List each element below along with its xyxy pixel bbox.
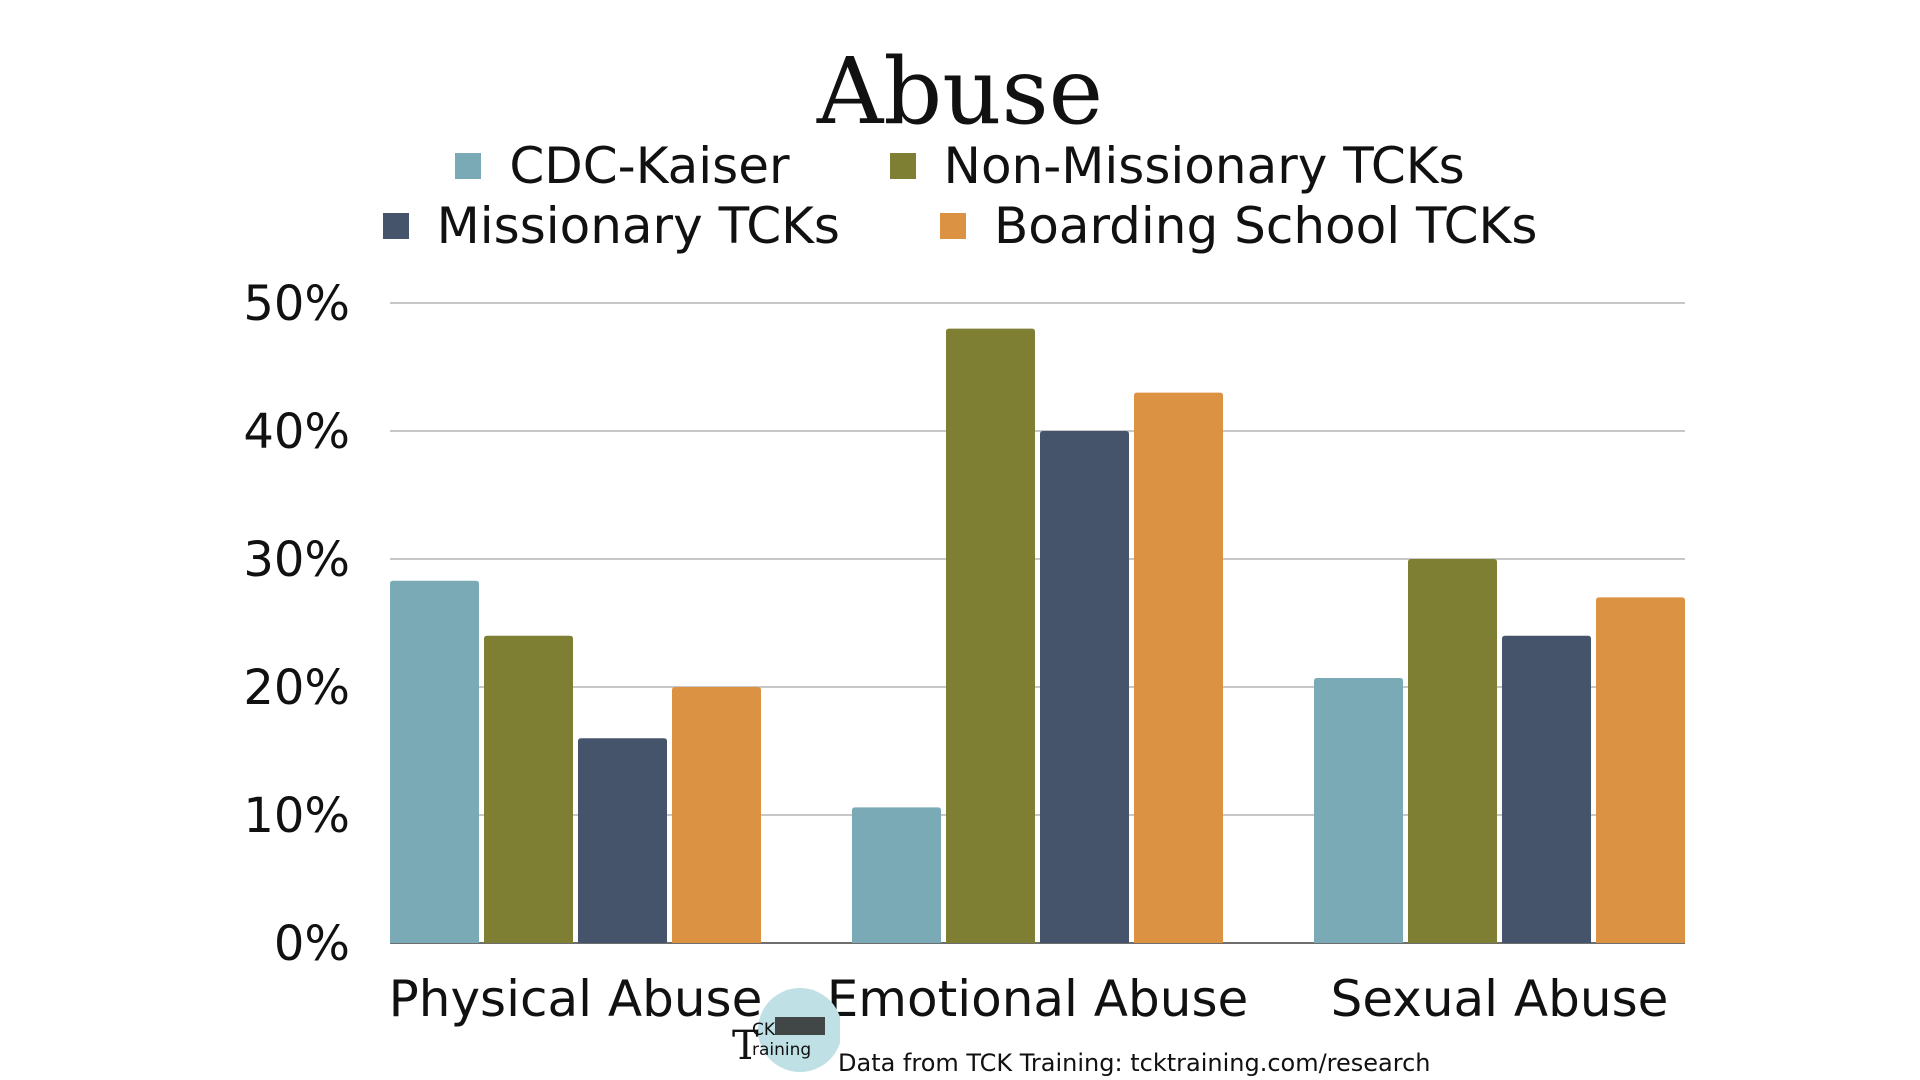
bar-non-missionary-tcks-sexual-abuse <box>1408 559 1497 943</box>
legend-label: Boarding School TCKs <box>993 197 1538 255</box>
tck-training-logo: T CK raining <box>730 985 842 1075</box>
legend-swatch <box>939 213 966 239</box>
legend-row-1: CDC-Kaiser Non-Missionary TCKs <box>0 136 1920 196</box>
legend-label: Missionary TCKs <box>436 197 840 255</box>
x-category-label: Physical Abuse <box>389 970 763 1028</box>
legend-swatch <box>382 213 409 239</box>
logo-letter: T <box>732 1023 759 1069</box>
bar-cdc-kaiser-emotional-abuse <box>852 807 941 943</box>
bar-cdc-kaiser-sexual-abuse <box>1314 678 1403 943</box>
chart-title: Abuse <box>816 38 1104 145</box>
legend-item-missionary: Missionary TCKs <box>382 196 840 256</box>
y-tick-label: 10% <box>243 788 350 844</box>
logo-text-top: CK <box>752 1020 776 1040</box>
bar-non-missionary-tcks-emotional-abuse <box>946 328 1035 944</box>
y-tick-label: 50% <box>243 276 350 332</box>
bar-boarding-school-tcks-emotional-abuse <box>1134 392 1223 944</box>
legend-item-non-missionary: Non-Missionary TCKs <box>889 136 1465 196</box>
legend-item-cdc-kaiser: CDC-Kaiser <box>455 136 790 196</box>
legend-swatch <box>889 153 916 179</box>
x-category-label: Emotional Abuse <box>827 970 1249 1028</box>
y-tick-label: 30% <box>243 532 350 588</box>
bar-cdc-kaiser-physical-abuse <box>390 580 479 943</box>
y-tick-label: 20% <box>243 660 350 716</box>
y-tick-label: 0% <box>274 916 350 972</box>
source-note: Data from TCK Training: tcktraining.com/… <box>838 1049 1431 1077</box>
legend-label: CDC-Kaiser <box>509 137 790 195</box>
bar-missionary-tcks-sexual-abuse <box>1502 635 1591 943</box>
bar-missionary-tcks-physical-abuse <box>578 738 667 943</box>
y-tick-label: 40% <box>243 404 350 460</box>
bar-missionary-tcks-emotional-abuse <box>1040 431 1129 943</box>
bar-non-missionary-tcks-physical-abuse <box>484 635 573 943</box>
x-category-label: Sexual Abuse <box>1331 970 1669 1028</box>
legend-item-boarding-school: Boarding School TCKs <box>939 196 1538 256</box>
bar-boarding-school-tcks-sexual-abuse <box>1596 597 1685 943</box>
logo-text-bottom: raining <box>752 1040 811 1060</box>
bar-boarding-school-tcks-physical-abuse <box>672 687 761 943</box>
logo-figures-icon <box>775 1017 825 1035</box>
legend-row-2: Missionary TCKs Boarding School TCKs <box>0 196 1920 256</box>
legend-label: Non-Missionary TCKs <box>943 137 1465 195</box>
legend-swatch <box>455 153 482 179</box>
